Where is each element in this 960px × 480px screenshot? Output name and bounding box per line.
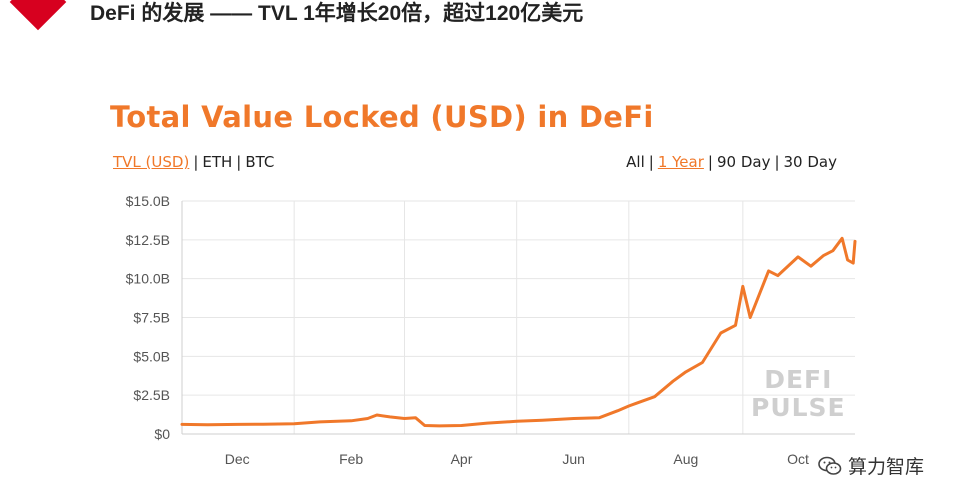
tvl-data-point <box>628 405 630 407</box>
separator: | <box>707 153 713 171</box>
tvl-data-point <box>319 421 321 423</box>
tvl-data-point <box>423 424 426 427</box>
y-tick-label: $5.0B <box>133 348 170 364</box>
watermark-line-2: PULSE <box>751 393 846 422</box>
tvl-data-point <box>701 361 704 364</box>
tvl-data-point <box>616 409 619 412</box>
tvl-data-point <box>822 254 825 257</box>
wechat-icon <box>818 456 842 475</box>
x-tick-label: Apr <box>451 451 473 467</box>
x-tick-label: Oct <box>787 451 809 467</box>
source-badge: 算力智库 <box>811 452 930 479</box>
tvl-data-point <box>846 259 849 261</box>
tvl-data-point <box>366 417 369 420</box>
y-tick-label: $0 <box>154 426 170 442</box>
defi-pulse-watermark: DEFI PULSE <box>751 366 846 422</box>
y-tick-label: $10.0B <box>126 271 170 287</box>
tvl-data-point <box>841 237 843 240</box>
tvl-data-point <box>749 316 751 319</box>
tvl-data-point <box>236 423 238 426</box>
slide-header: DeFi 的发展 —— TVL 1年增长20倍，超过120亿美元 <box>0 0 960 34</box>
tvl-data-point <box>767 270 770 272</box>
y-tick-label: $12.5B <box>126 232 170 248</box>
y-tick-label: $7.5B <box>133 310 170 326</box>
chart-axes: $0 $2.5B $5.0B $7.5B $10.0B $12.5B $15.0B Dec Fe… <box>126 193 855 467</box>
tvl-data-point <box>742 285 744 288</box>
watermark-line-1: DEFI <box>764 365 833 394</box>
range-option-all[interactable]: All <box>626 153 645 171</box>
separator: | <box>774 153 780 171</box>
slide-title: DeFi 的发展 —— TVL 1年增长20倍，超过120亿美元 <box>90 2 584 25</box>
separator: | <box>193 153 199 171</box>
metric-option-btc[interactable]: BTC <box>245 153 275 171</box>
tvl-data-point <box>460 424 463 427</box>
y-tick-label: $2.5B <box>133 387 170 403</box>
chart-series <box>180 236 857 428</box>
tvl-data-point <box>832 249 834 252</box>
range-option-30day[interactable]: 30 Day <box>783 153 837 171</box>
x-tick-label: Dec <box>225 451 250 467</box>
metric-option-eth[interactable]: ETH <box>202 153 233 171</box>
source-label: 算力智库 <box>847 457 924 478</box>
tvl-data-point <box>376 414 378 416</box>
tvl-data-point <box>206 423 209 426</box>
tvl-data-point <box>572 417 575 420</box>
tvl-data-point <box>486 422 489 424</box>
x-tick-label: Jun <box>562 451 585 467</box>
separator: | <box>236 153 242 171</box>
separator: | <box>648 153 654 171</box>
tvl-data-point <box>541 419 544 422</box>
tvl-data-point <box>758 293 761 296</box>
tvl-data-point <box>598 416 601 419</box>
tvl-data-point <box>414 416 417 419</box>
tvl-data-point <box>685 371 687 373</box>
tvl-data-point <box>262 423 264 426</box>
tvl-data-point <box>653 395 656 398</box>
range-toggle: All | 1 Year | 90 Day | 30 Day <box>626 153 837 171</box>
metric-toggle: TVL (USD) | ETH | BTC <box>113 153 274 171</box>
tvl-data-point <box>438 425 441 427</box>
tvl-data-point <box>350 419 352 422</box>
tvl-data-point <box>734 324 737 327</box>
tvl-data-point <box>403 417 406 420</box>
tvl-data-point <box>181 423 183 426</box>
tvl-data-point <box>672 380 674 382</box>
metric-option-tvl[interactable]: TVL (USD) <box>113 153 190 171</box>
tvl-data-point <box>776 274 779 277</box>
tvl-data-point <box>719 332 722 334</box>
y-tick-label: $15.0B <box>126 193 170 209</box>
tvl-data-point <box>797 256 799 258</box>
tvl-data-point <box>388 416 391 418</box>
tvl-data-point <box>852 262 854 264</box>
x-tick-label: Feb <box>339 451 363 467</box>
range-option-1year[interactable]: 1 Year <box>657 153 704 171</box>
tvl-data-point <box>810 265 812 268</box>
tvl-data-point <box>293 422 295 425</box>
range-option-90day[interactable]: 90 Day <box>716 153 771 171</box>
tvl-data-point <box>515 420 518 423</box>
chart-title: Total Value Locked (USD) in DeFi <box>110 100 654 134</box>
tvl-data-point <box>854 240 856 243</box>
x-tick-label: Aug <box>673 451 698 467</box>
